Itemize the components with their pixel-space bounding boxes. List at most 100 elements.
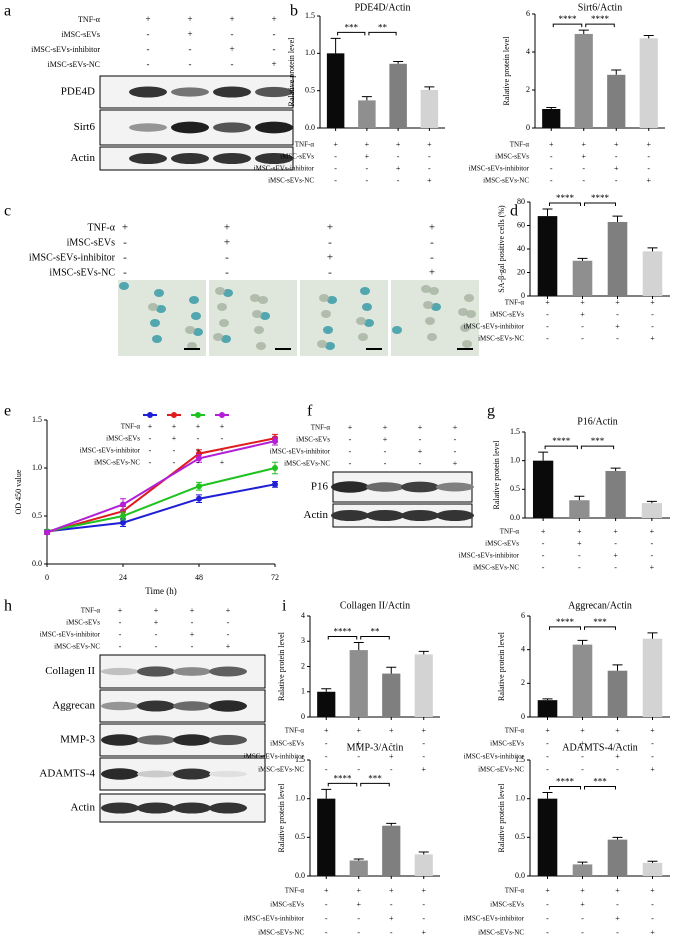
significance-bracket bbox=[580, 445, 615, 450]
treatment-sign: - bbox=[578, 551, 581, 560]
y-tick-label: 0.5 bbox=[32, 511, 42, 520]
treatment-sign: - bbox=[227, 618, 230, 627]
chart-title: P16/Actin bbox=[577, 416, 618, 427]
bar bbox=[537, 798, 558, 876]
treatment-label: iMSC-sEVs-NC bbox=[478, 335, 524, 343]
treatment-sign: + bbox=[389, 914, 394, 923]
error-bar bbox=[418, 650, 429, 655]
micrograph bbox=[300, 280, 388, 356]
treatment-sign: - bbox=[616, 900, 619, 909]
cell bbox=[317, 340, 327, 348]
treatment-label: TNF-α bbox=[505, 299, 525, 307]
bar bbox=[572, 644, 593, 717]
cell bbox=[462, 340, 472, 348]
treatment-sign: + bbox=[226, 606, 231, 615]
significance-bracket bbox=[584, 626, 616, 630]
bar bbox=[382, 825, 401, 876]
bar bbox=[572, 260, 593, 296]
blot-band bbox=[171, 152, 209, 165]
blot-band bbox=[129, 123, 167, 132]
treatment-sign: - bbox=[615, 176, 618, 185]
y-tick-label: 1.5 bbox=[510, 427, 520, 436]
y-tick-label: 1.0 bbox=[32, 463, 42, 472]
treatment-label: iMSC-sEVs bbox=[106, 435, 140, 443]
treatment-sign: + bbox=[118, 606, 123, 615]
treatment-sign: - bbox=[189, 59, 192, 69]
treatment-label: iMSC-sEVs bbox=[296, 436, 330, 444]
treatment-label: iMSC-sEVs-NC bbox=[284, 460, 330, 468]
treatment-label: iMSC-sEVs-NC bbox=[478, 766, 524, 774]
blot-band bbox=[436, 482, 474, 492]
significance-bracket bbox=[544, 445, 578, 450]
cell bbox=[217, 303, 227, 311]
treatment-label: TNF-α bbox=[81, 607, 101, 615]
treatment-label: iMSC-sEVs bbox=[490, 740, 524, 748]
y-tick-label: 0.0 bbox=[515, 871, 525, 880]
error-bar bbox=[643, 34, 654, 39]
bar bbox=[317, 798, 336, 876]
y-tick-label: 4 bbox=[526, 47, 530, 56]
treatment-sign: - bbox=[614, 563, 617, 572]
treatment-sign: + bbox=[190, 630, 195, 639]
blot-band bbox=[171, 87, 209, 97]
blot-band bbox=[331, 509, 369, 522]
treatment-sign: + bbox=[615, 298, 620, 307]
error-bar bbox=[646, 500, 657, 504]
y-tick-label: 1.5 bbox=[305, 11, 315, 20]
treatment-sign: - bbox=[546, 739, 549, 748]
treatment-sign: - bbox=[422, 914, 425, 923]
treatment-sign: - bbox=[325, 752, 328, 761]
treatment-sign: - bbox=[651, 739, 654, 748]
bar bbox=[349, 860, 368, 876]
treatment-sign: - bbox=[147, 44, 150, 54]
treatment-sign: - bbox=[334, 152, 337, 161]
treatment-sign: - bbox=[123, 267, 127, 279]
treatment-sign: - bbox=[454, 447, 457, 456]
y-tick-label: 1.5 bbox=[295, 755, 305, 764]
point bbox=[120, 513, 126, 519]
blot-label: Actin bbox=[71, 802, 96, 814]
y-tick-label: 0.5 bbox=[510, 484, 520, 493]
significance-bracket bbox=[585, 23, 615, 28]
treatment-sign: + bbox=[615, 752, 620, 761]
bar bbox=[326, 53, 345, 129]
point bbox=[120, 501, 126, 508]
blot-band bbox=[137, 735, 175, 745]
treatment-sign: + bbox=[226, 642, 231, 651]
blot-band bbox=[137, 700, 175, 712]
y-axis-label: SA-β-gal positive cells (%) bbox=[497, 205, 506, 293]
cell bbox=[360, 287, 370, 295]
treatment-sign: + bbox=[429, 222, 435, 234]
y-axis-label: Ralative protein level bbox=[497, 631, 506, 701]
bar bbox=[542, 109, 561, 128]
treatment-label: iMSC-sEVs-NC bbox=[94, 459, 140, 467]
bar bbox=[572, 864, 593, 876]
bar bbox=[641, 503, 663, 518]
error-bar bbox=[577, 861, 588, 865]
treatment-sign: - bbox=[384, 459, 387, 468]
error-bar bbox=[386, 666, 397, 674]
treatment-label: iMSC-sEVs bbox=[490, 901, 524, 909]
treatment-sign: - bbox=[149, 446, 152, 455]
y-axis-label: Ralative protein level bbox=[287, 37, 296, 107]
bar bbox=[607, 74, 626, 128]
cell bbox=[319, 294, 329, 302]
treatment-sign: - bbox=[546, 914, 549, 923]
error-bar bbox=[361, 96, 372, 101]
treatment-sign: - bbox=[542, 563, 545, 572]
legend-swatch bbox=[195, 412, 201, 418]
treatment-sign: + bbox=[613, 527, 618, 536]
error-bar bbox=[647, 632, 658, 639]
treatment-sign: + bbox=[220, 422, 225, 431]
treatment-label: iMSC-sEVs-NC bbox=[258, 929, 304, 937]
treatment-label: iMSC-sEVs-inhibitor bbox=[469, 165, 530, 173]
treatment-sign: + bbox=[541, 527, 546, 536]
treatment-sign: + bbox=[545, 298, 550, 307]
treatment-sign: - bbox=[546, 765, 549, 774]
treatment-sign: - bbox=[578, 563, 581, 572]
point bbox=[272, 438, 278, 445]
treatment-sign: - bbox=[651, 310, 654, 319]
point bbox=[272, 481, 278, 488]
treatment-sign: - bbox=[550, 152, 553, 161]
treatment-sign: - bbox=[334, 176, 337, 185]
